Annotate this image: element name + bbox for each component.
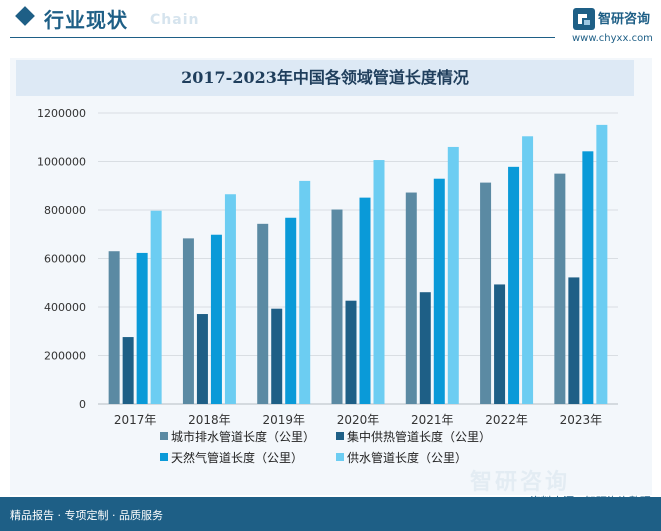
bar — [331, 209, 343, 404]
legend-swatch — [336, 453, 344, 461]
bar — [373, 160, 385, 404]
brand-logo[interactable]: 智研咨询 www.chyxx.com — [572, 7, 660, 47]
logo-name: 智研咨询 — [598, 12, 651, 27]
y-tick-label: 0 — [79, 398, 86, 411]
legend-swatch — [336, 432, 344, 440]
bar — [285, 217, 297, 404]
footer-band — [0, 497, 661, 531]
bar — [359, 197, 371, 404]
bar — [596, 124, 608, 404]
legend-swatch — [160, 432, 168, 440]
bar — [224, 194, 236, 404]
x-tick-label: 2023年 — [560, 413, 603, 427]
bar — [522, 136, 534, 404]
legend-label: 供水管道长度（公里） — [347, 450, 467, 465]
x-tick-label: 2020年 — [337, 413, 380, 427]
bar — [210, 234, 222, 404]
legend-swatch — [160, 453, 168, 461]
footer-watermark: 智研咨询 — [470, 470, 571, 495]
x-tick-label: 2017年 — [114, 413, 157, 427]
bar — [554, 173, 566, 404]
bar — [568, 277, 580, 404]
page-header: 行业现状 Chain — [0, 0, 661, 40]
bar — [447, 146, 459, 404]
logo-url: www.chyxx.com — [572, 33, 653, 44]
y-tick-label: 400000 — [44, 301, 86, 314]
bar — [136, 252, 148, 404]
chart-title-bar — [16, 60, 634, 96]
footer-slogan: 精品报告 · 专项定制 · 品质服务 — [10, 509, 163, 522]
bar — [271, 308, 283, 404]
legend-label: 集中供热管道长度（公里） — [347, 429, 491, 444]
y-tick-label: 1200000 — [37, 107, 86, 120]
x-tick-label: 2019年 — [262, 413, 305, 427]
bar — [405, 192, 417, 404]
bar — [480, 182, 492, 404]
legend-label: 天然气管道长度（公里） — [171, 450, 303, 465]
bar — [122, 337, 134, 404]
logo-icon — [573, 8, 595, 30]
bar — [150, 210, 162, 404]
bar — [433, 178, 445, 404]
bar — [508, 166, 520, 404]
y-tick-label: 600000 — [44, 253, 86, 266]
header-watermark: Chain — [150, 12, 200, 28]
bar — [582, 151, 594, 404]
bar — [345, 300, 357, 404]
bar — [257, 223, 269, 404]
legend-label: 城市排水管道长度（公里） — [171, 429, 315, 444]
chart-title: 2017-2023年中国各领域管道长度情况 — [181, 68, 469, 87]
page-title: 行业现状 — [44, 8, 128, 32]
header-diamond-icon — [15, 6, 35, 26]
bar — [182, 238, 194, 404]
y-tick-label: 800000 — [44, 204, 86, 217]
x-tick-label: 2022年 — [485, 413, 528, 427]
bar — [419, 292, 431, 404]
y-tick-label: 1000000 — [37, 156, 86, 169]
bar — [299, 180, 311, 404]
x-tick-label: 2018年 — [188, 413, 231, 427]
bar — [494, 284, 506, 404]
header-divider — [10, 37, 555, 38]
bar — [196, 314, 208, 404]
bar — [108, 251, 120, 404]
y-tick-label: 200000 — [44, 350, 86, 363]
bar-chart: 0 200000 400000 600000 800000 1000000 1200000 2… — [37, 107, 618, 465]
x-tick-label: 2021年 — [411, 413, 454, 427]
